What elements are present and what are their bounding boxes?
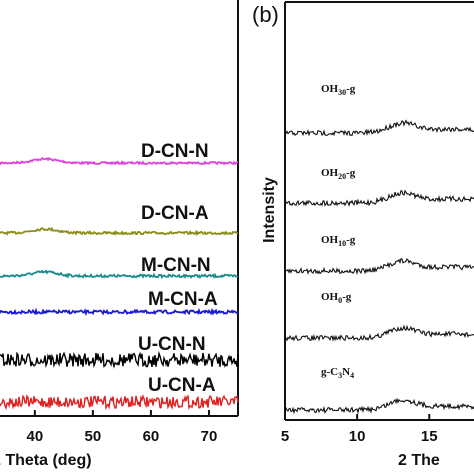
- series-line-oh0-g: [285, 324, 474, 342]
- panel-a-tick-label: 60: [143, 428, 160, 445]
- panel-a-tick-label: 50: [85, 428, 102, 445]
- panel-a-series-labels: D-CN-N D-CN-A M-CN-N M-CN-A U-CN-N U-CN-A: [138, 141, 218, 396]
- series-label-u-cn-a: U-CN-A: [148, 375, 216, 396]
- panel-a-xlabel: 2 Theta (deg): [0, 452, 92, 469]
- panel-b-ticks: 5 10 15: [281, 414, 438, 445]
- panel-b-tick-label: 15: [421, 428, 438, 445]
- series-label-oh20-g: OH20-g: [321, 167, 356, 181]
- panel-b-tick-label: 10: [349, 428, 366, 445]
- series-line-m-cn-n: [0, 269, 239, 280]
- panel-b-label: (b): [252, 2, 279, 27]
- series-label-m-cn-n: M-CN-N: [141, 255, 211, 276]
- series-label-oh0-g: OH0-g: [321, 291, 352, 305]
- series-line-d-cn-n: [0, 157, 239, 166]
- series-line-d-cn-a: [0, 226, 239, 237]
- series-label-d-cn-a: D-CN-A: [141, 203, 209, 224]
- series-label-u-cn-n: U-CN-N: [138, 334, 206, 355]
- panel-b-series: [285, 119, 474, 415]
- panel-b: (b) 5 10 15 OH30-gOH20-gOH10-gOH0-gg-C3N4 …: [252, 1, 474, 469]
- panel-b-ylabel: Intensity: [261, 177, 278, 243]
- series-line-oh30-g: [285, 119, 474, 137]
- panel-a: 40 50 60 70 D-CN-N D-CN-A M-CN-N M-CN-A U-CN-N U…: [0, 0, 239, 469]
- series-line-u-cn-a: [0, 394, 239, 411]
- series-label-m-cn-a: M-CN-A: [148, 289, 218, 310]
- series-label-oh30-g: OH30-g: [321, 83, 356, 97]
- panel-b-series-labels: OH30-g OH20-g OH10-g OH0-g g-C3N4: [321, 83, 356, 380]
- panel-b-xlabel: 2 The: [398, 452, 440, 469]
- series-label-g-c3n4: g-C3N4: [321, 366, 354, 380]
- series-line-oh10-g: [285, 258, 474, 276]
- series-label-oh10-g: OH10-g: [321, 234, 356, 248]
- series-label-d-cn-n: D-CN-N: [141, 141, 209, 162]
- panel-b-tick-label: 5: [281, 428, 289, 445]
- series-line-oh20-g: [285, 189, 474, 208]
- series-line-u-cn-n: [0, 350, 239, 369]
- series-line-g-c3n4: [285, 397, 474, 415]
- series-line-m-cn-a: [0, 307, 239, 317]
- panel-a-ticks: 40 50 60 70: [26, 410, 217, 445]
- panel-a-tick-label: 40: [26, 428, 43, 445]
- panel-a-tick-label: 70: [201, 428, 218, 445]
- panel-a-series: [0, 157, 239, 411]
